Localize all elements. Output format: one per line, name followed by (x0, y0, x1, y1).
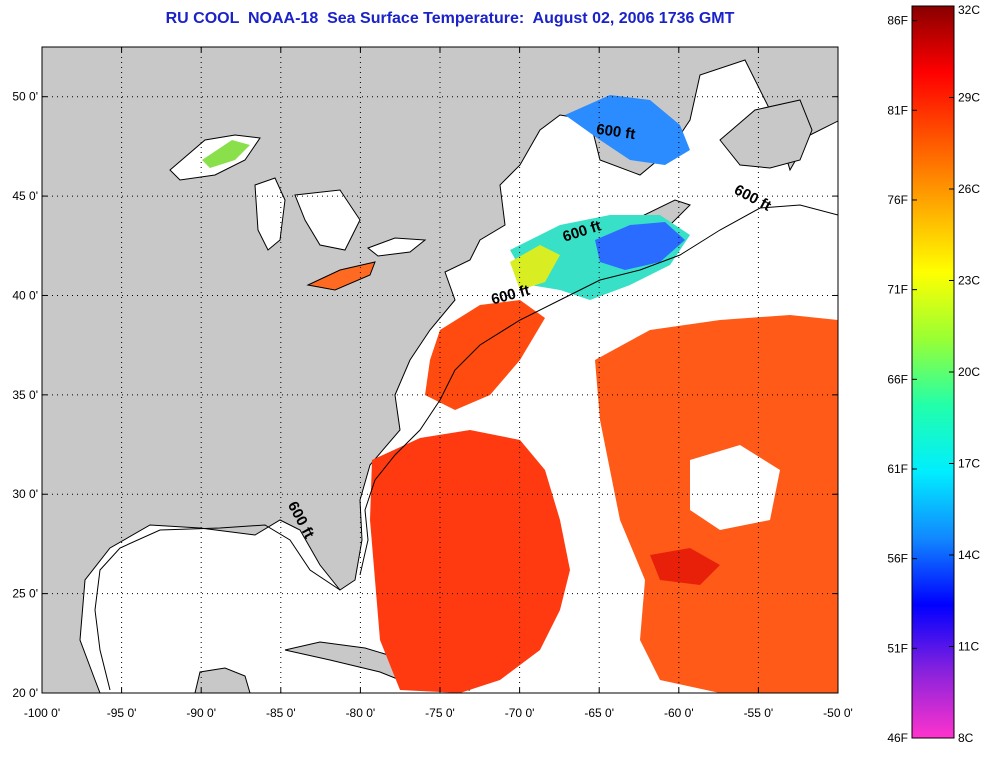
colorbar: 46F 51F 56F 61F 66F 71F 76F 81F 86F 8C 11C 14C 17C 20… (887, 3, 980, 745)
lake-huron (294, 189, 361, 251)
lon-tick-label: -55 0' (744, 706, 774, 720)
colorbar-celsius-label: 17C (958, 457, 980, 471)
land-newfoundland (719, 99, 813, 169)
lon-tick-label: -50 0' (823, 706, 853, 720)
colorbar-fahrenheit-label: 81F (887, 103, 908, 117)
colorbar-celsius-label: 26C (958, 182, 980, 196)
axis-labels: -100 0' -95 0' -90 0' -85 0' -80 0' -75 0' -70… (12, 90, 852, 720)
colorbar-fahrenheit-label: 61F (887, 462, 908, 476)
sst-lake-superior-green (202, 140, 250, 168)
land-yucatan (194, 667, 251, 693)
sst-gulfstream-north (425, 300, 545, 410)
lat-tick-label: 40 0' (12, 288, 38, 302)
lon-tick-label: -100 0' (24, 706, 60, 720)
colorbar-fahrenheit-label: 56F (887, 552, 908, 566)
colorbar-celsius-label: 14C (958, 548, 980, 562)
contour-600ft (359, 204, 838, 576)
sst-warm-core (650, 548, 720, 585)
colorbar-fahrenheit-label: 51F (887, 641, 908, 655)
colorbar-labels: 46F 51F 56F 61F 66F 71F 76F 81F 86F 8C 11C 14C 17C 20… (887, 3, 980, 745)
lat-tick-label: 30 0' (12, 487, 38, 501)
colorbar-celsius-label: 32C (958, 3, 980, 17)
lake-ontario (366, 237, 427, 257)
lon-tick-label: -85 0' (266, 706, 296, 720)
lon-tick-label: -80 0' (346, 706, 376, 720)
lat-tick-label: 25 0' (12, 587, 38, 601)
lon-tick-label: -65 0' (584, 706, 614, 720)
contour-600ft-gulf (94, 524, 341, 691)
colorbar-celsius-label: 8C (958, 731, 974, 745)
lat-tick-label: 20 0' (12, 686, 38, 700)
contour-label-600ft: 600 ft (595, 121, 636, 143)
colorbar-fahrenheit-label: 66F (887, 372, 908, 386)
colorbar-fahrenheit-label: 71F (887, 283, 908, 297)
lat-tick-label: 35 0' (12, 388, 38, 402)
lon-tick-label: -90 0' (186, 706, 216, 720)
colorbar-celsius-label: 29C (958, 91, 980, 105)
lat-tick-label: 45 0' (12, 189, 38, 203)
lon-tick-label: -70 0' (505, 706, 535, 720)
colorbar-fahrenheit-label: 46F (887, 731, 908, 745)
sst-coastal-yellow (510, 245, 560, 290)
lon-tick-label: -75 0' (425, 706, 455, 720)
lon-tick-label: -95 0' (107, 706, 137, 720)
lat-tick-label: 50 0' (12, 90, 38, 104)
axis-ticks (41, 47, 839, 694)
sst-gulf-st-lawrence (565, 95, 690, 165)
map-title: RU COOL NOAA-18 Sea Surface Temperature:… (165, 10, 735, 27)
colorbar-gradient (911, 5, 955, 739)
colorbar-celsius-label: 11C (958, 640, 979, 654)
sst-scotian-cold (595, 222, 685, 270)
lake-erie (306, 261, 376, 291)
lon-tick-label: -60 0' (664, 706, 694, 720)
colorbar-celsius-label: 20C (958, 365, 980, 379)
sst-east-cloud-gap (690, 445, 780, 530)
land-north-america (42, 47, 838, 693)
colorbar-fahrenheit-label: 76F (887, 193, 908, 207)
colorbar-celsius-label: 23C (958, 274, 980, 288)
colorbar-fahrenheit-label: 86F (887, 14, 908, 28)
